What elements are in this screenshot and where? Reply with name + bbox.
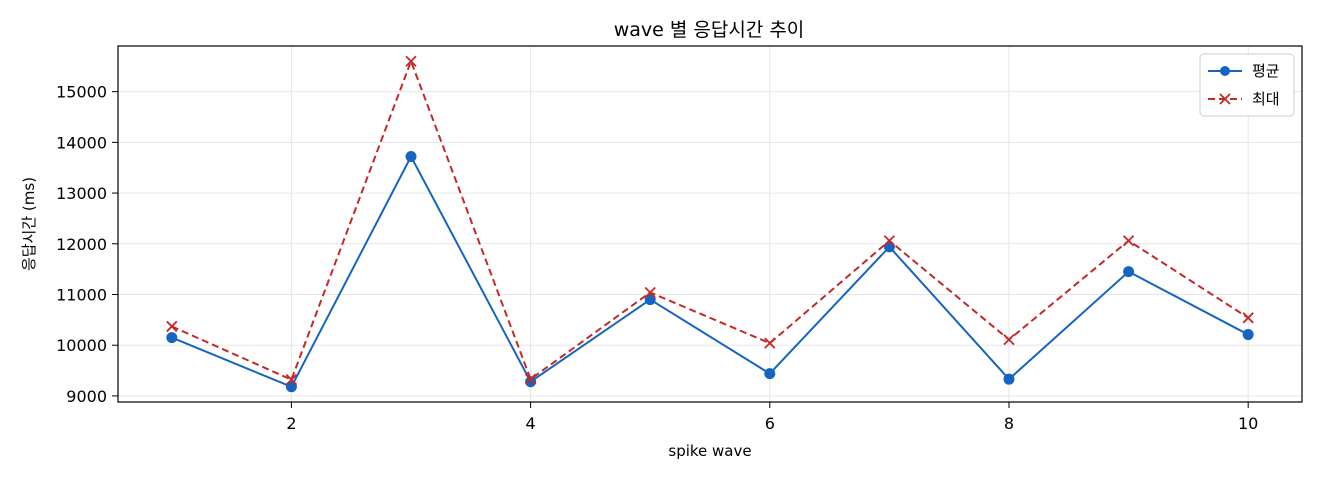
series-line [171, 154, 1249, 389]
legend-marker-1 [1220, 66, 1230, 76]
data-point [883, 241, 895, 253]
data-point [1003, 373, 1015, 385]
data-point [285, 381, 297, 393]
series-line [171, 58, 1249, 382]
y-tick-label: 10000 [56, 336, 107, 355]
data-point [1242, 312, 1254, 324]
x-tick-label: 10 [1238, 414, 1258, 433]
data-point [285, 374, 298, 386]
y-tick-label: 12000 [56, 235, 107, 254]
data-point [883, 235, 896, 247]
y-axis-label: 응답시간 (ms) [20, 177, 38, 271]
data-point [166, 320, 178, 333]
legend-label-1: 평균 [1252, 62, 1280, 80]
x-tick-label: 2 [286, 414, 296, 433]
data-point [644, 286, 656, 299]
data-point [1242, 329, 1254, 341]
data-point [1122, 235, 1135, 247]
series-1 [166, 151, 1254, 393]
data-point [524, 373, 537, 385]
x-tick-label: 4 [526, 414, 536, 433]
data-point [525, 376, 537, 388]
legend-label-2: 최대 [1252, 90, 1280, 108]
series-layer [166, 55, 1254, 393]
data-point [1123, 266, 1135, 278]
x-axis-label: spike wave [668, 442, 751, 460]
x-tick-label: 6 [765, 414, 775, 433]
plot-frame [117, 45, 1303, 403]
y-tick-label: 11000 [56, 285, 107, 304]
data-point [1003, 333, 1015, 346]
y-tick-label: 13000 [56, 184, 107, 203]
series-2 [166, 55, 1254, 386]
legend-marker-2 [1219, 93, 1231, 105]
data-point [405, 151, 417, 163]
y-tick-label: 15000 [56, 83, 107, 102]
data-point [166, 332, 178, 344]
data-point [405, 55, 417, 67]
y-tick-label: 9000 [66, 387, 107, 406]
x-axis: 2 4 6 8 10 [286, 402, 1258, 433]
data-point [764, 368, 776, 380]
chart-title: wave 별 응답시간 추이 [614, 19, 805, 41]
y-axis: 9000 10000 11000 12000 13000 14000 15000 [56, 83, 118, 406]
data-point [764, 337, 776, 349]
data-point [644, 294, 656, 306]
y-tick-label: 14000 [56, 133, 107, 152]
legend-box [1199, 53, 1295, 117]
x-tick-label: 8 [1004, 414, 1014, 433]
grid [118, 46, 1302, 402]
